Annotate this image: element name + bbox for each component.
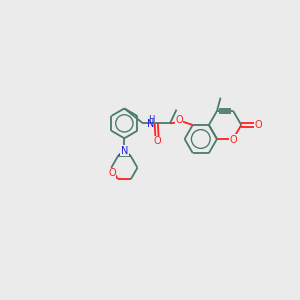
Text: H: H: [148, 115, 154, 124]
Text: O: O: [230, 135, 238, 145]
Text: N: N: [121, 146, 128, 155]
Text: O: O: [175, 115, 183, 125]
Text: N: N: [147, 118, 155, 129]
Text: O: O: [255, 120, 262, 130]
Text: O: O: [153, 136, 161, 146]
Text: O: O: [108, 168, 116, 178]
